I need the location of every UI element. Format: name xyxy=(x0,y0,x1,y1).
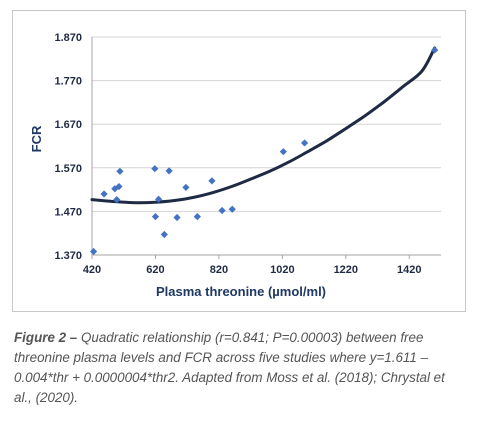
data-point xyxy=(182,183,190,192)
data-point xyxy=(155,195,163,203)
y-tick-label: 1.470 xyxy=(54,206,82,218)
trend-curve xyxy=(90,46,437,205)
x-tick-label: 420 xyxy=(83,264,101,276)
x-tick-label: 620 xyxy=(146,264,164,276)
x-axis-title: Plasma threonine (µmol/ml) xyxy=(156,284,326,299)
scatter-chart: 1.370 1.470 1.570 1.670 1.770 1.870 420 620 820 1… xyxy=(29,32,441,299)
data-point xyxy=(228,205,236,213)
y-tick-label: 1.570 xyxy=(54,163,82,175)
data-point xyxy=(208,177,216,185)
data-point xyxy=(160,230,168,239)
data-point xyxy=(431,46,439,54)
chart-frame: 1.370 1.470 1.570 1.670 1.770 1.870 420 620 820 1… xyxy=(12,10,466,312)
data-point xyxy=(89,247,98,256)
gridlines xyxy=(92,36,441,212)
data-point xyxy=(151,165,159,173)
x-tick-label: 1220 xyxy=(334,264,358,276)
data-point xyxy=(218,206,226,215)
x-tick-label: 1420 xyxy=(397,264,421,276)
figure-caption: Figure 2 – Quadratic relationship (r=0.8… xyxy=(14,328,466,408)
trend-curve-layer xyxy=(90,46,437,205)
caption-label: Figure 2 – xyxy=(14,330,78,345)
y-tick-label: 1.770 xyxy=(54,76,82,88)
data-points xyxy=(89,46,439,256)
data-point xyxy=(116,167,124,175)
caption-text: Quadratic relationship (r=0.841; P=0.000… xyxy=(14,330,445,405)
axes xyxy=(91,37,441,259)
tick-labels: 1.370 1.470 1.570 1.670 1.770 1.870 420 620 820 1… xyxy=(54,32,421,276)
data-point xyxy=(300,139,309,147)
y-tick-label: 1.370 xyxy=(54,250,82,262)
y-tick-label: 1.670 xyxy=(54,119,82,131)
data-point xyxy=(113,196,121,204)
x-tick-label: 1020 xyxy=(270,264,294,276)
y-tick-label: 1.870 xyxy=(54,32,82,44)
y-axis-title: FCR xyxy=(29,125,44,152)
x-tick-label: 820 xyxy=(210,264,228,276)
data-point xyxy=(279,148,287,156)
data-point xyxy=(115,182,123,191)
data-point xyxy=(100,190,108,198)
data-point xyxy=(151,213,160,221)
data-point xyxy=(173,213,181,222)
data-point xyxy=(165,167,173,175)
data-point xyxy=(193,213,201,221)
